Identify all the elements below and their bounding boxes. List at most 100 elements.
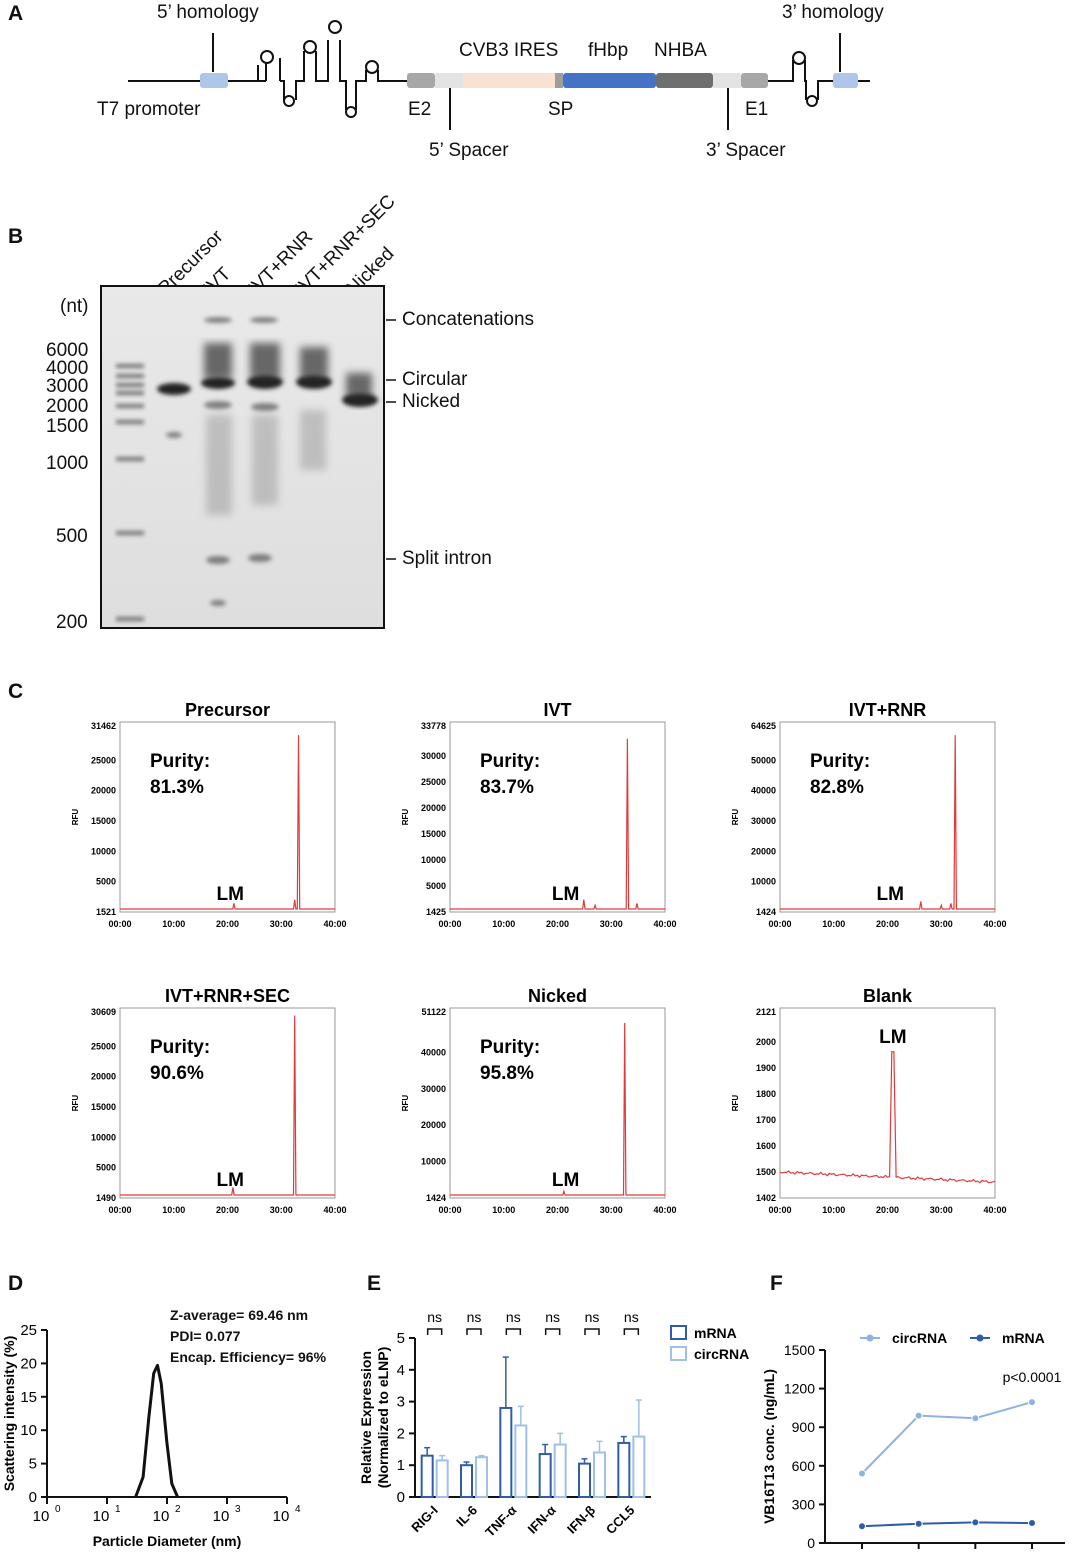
trace-line bbox=[120, 1015, 335, 1196]
y-tick-label: 30000 bbox=[751, 816, 776, 826]
legend-label: mRNA bbox=[694, 1325, 737, 1341]
panel-a-letter: A bbox=[8, 2, 24, 25]
legend-label: mRNA bbox=[1002, 1330, 1045, 1346]
y-tick-label: 1500 bbox=[756, 1167, 776, 1177]
trace-line bbox=[450, 1022, 665, 1196]
bar-mRNA bbox=[460, 1464, 473, 1498]
lm-label: LM bbox=[216, 1170, 243, 1191]
x-tick-label: 20:00 bbox=[216, 919, 239, 929]
y-tick-label: 1490 bbox=[96, 1193, 116, 1203]
sig-bracket bbox=[426, 1328, 443, 1335]
p-value-label: p<0.0001 bbox=[1003, 1369, 1062, 1385]
y-tick-label: 5 bbox=[29, 1456, 37, 1473]
bar-mRNA bbox=[617, 1441, 631, 1499]
y-tick-label: 25 bbox=[20, 1322, 37, 1339]
x-tick-label: 10 bbox=[153, 1508, 170, 1525]
x-tick-label: 10:00 bbox=[492, 919, 515, 929]
x-tick-label: CCL5 bbox=[603, 1503, 638, 1538]
point-mRNA bbox=[971, 1518, 980, 1527]
y-tick-label: 40000 bbox=[751, 786, 776, 796]
y-tick-label: 20000 bbox=[751, 846, 776, 856]
x-tick-label: TNF-α bbox=[482, 1503, 519, 1540]
y-tick-label: 3 bbox=[397, 1394, 405, 1411]
annotation-concatenations: Concatenations bbox=[402, 309, 535, 330]
y-tick-label: 1800 bbox=[756, 1089, 776, 1099]
panel-b-letter: B bbox=[8, 225, 24, 248]
sig-label: ns bbox=[427, 1309, 442, 1325]
y-tick-label: 50000 bbox=[751, 755, 776, 765]
plot-title: Blank bbox=[863, 986, 913, 1006]
y-tick-label: 10 bbox=[20, 1422, 37, 1439]
bar-circRNA bbox=[593, 1451, 606, 1498]
y-tick-label: 20000 bbox=[91, 1072, 116, 1082]
legend-marker bbox=[866, 1334, 874, 1342]
legend-swatch bbox=[670, 1325, 687, 1340]
bar-mRNA bbox=[499, 1406, 513, 1498]
label-5-homology: 5’ homology bbox=[157, 2, 259, 23]
purity-label: Purity: bbox=[150, 751, 210, 772]
y-tick-label: 30000 bbox=[421, 1084, 446, 1094]
label-3-homology: 3’ homology bbox=[782, 2, 884, 23]
sig-bracket bbox=[623, 1328, 640, 1335]
y-tick-label: 25000 bbox=[421, 777, 446, 787]
y-tick-label: 25000 bbox=[91, 1041, 116, 1051]
x-tick-label: 10:00 bbox=[162, 1205, 185, 1215]
y-axis-label-2: (Normalized to eLNP) bbox=[375, 1347, 391, 1489]
gel-unit: (nt) bbox=[60, 296, 89, 317]
y-axis-label: RFU bbox=[401, 1095, 410, 1112]
ladder-3000: 3000 bbox=[46, 376, 89, 397]
sig-bracket bbox=[584, 1328, 600, 1335]
lm-label: LM bbox=[552, 1170, 579, 1191]
plot-title: IVT+RNR+SEC bbox=[165, 986, 290, 1006]
y-tick-label: 0 bbox=[29, 1489, 37, 1506]
x-tick-label: 10:00 bbox=[822, 919, 845, 929]
ladder-6000: 6000 bbox=[46, 340, 89, 361]
y-tick-label: 10000 bbox=[751, 877, 776, 887]
sig-bracket bbox=[505, 1328, 522, 1335]
plot-title: Nicked bbox=[528, 986, 587, 1006]
construct-diagram bbox=[128, 20, 870, 130]
ladder-4000: 4000 bbox=[46, 358, 89, 379]
y-axis-label: RFU bbox=[731, 1095, 740, 1112]
5-spacer-block bbox=[435, 73, 463, 88]
y-tick-label: 2121 bbox=[756, 1007, 776, 1017]
x-tick-label: 20:00 bbox=[216, 1205, 239, 1215]
trace-line bbox=[780, 735, 995, 910]
y-tick-label: 15000 bbox=[421, 829, 446, 839]
bar-circRNA bbox=[475, 1456, 488, 1498]
x-tick-label: 40:00 bbox=[323, 919, 346, 929]
plot-frame bbox=[119, 1007, 336, 1199]
y-tick-label: 5000 bbox=[96, 877, 116, 887]
label-sp: SP bbox=[548, 99, 574, 120]
purity-label: Purity: bbox=[150, 1037, 210, 1058]
x-tick-label: 40:00 bbox=[323, 1205, 346, 1215]
x-tick-label: 30:00 bbox=[600, 1205, 623, 1215]
y-tick-label: 10000 bbox=[91, 846, 116, 856]
label-e1: E1 bbox=[745, 99, 769, 120]
y-tick-label: 1600 bbox=[756, 1141, 776, 1151]
y-tick-label: 20000 bbox=[421, 803, 446, 813]
y-tick-label: 1425 bbox=[426, 907, 446, 917]
electropherogram-0: Precursor 31462 25000 20000 15000 10000 5000 15… bbox=[71, 700, 347, 929]
dls-stat-pdi: PDI= 0.077 bbox=[170, 1328, 241, 1344]
y-tick-label: 600 bbox=[792, 1458, 816, 1474]
y-tick-label: 2 bbox=[397, 1425, 405, 1442]
panel-e-letter: E bbox=[367, 1272, 382, 1295]
ladder-1000: 1000 bbox=[46, 453, 89, 474]
x-tick-label: 20:00 bbox=[876, 1205, 899, 1215]
label-e2: E2 bbox=[408, 99, 432, 120]
y-tick-label: 900 bbox=[792, 1419, 816, 1435]
y-tick-label: 15000 bbox=[91, 816, 116, 826]
y-tick-label: 1700 bbox=[756, 1115, 776, 1125]
gel-image bbox=[100, 285, 385, 629]
lm-label: LM bbox=[879, 1027, 906, 1048]
dls-chart: 0 5 10 15 20 25 10 0 10 1 10 2 10 3 10 4 Particle Diamet… bbox=[1, 1322, 301, 1549]
label-ires: CVB3 IRES bbox=[459, 40, 559, 61]
x-tick-label: 20:00 bbox=[546, 919, 569, 929]
lm-label: LM bbox=[876, 884, 903, 905]
point-mRNA bbox=[858, 1522, 866, 1531]
y-tick-label: 40000 bbox=[421, 1047, 446, 1057]
x-tick-label: 40:00 bbox=[983, 919, 1006, 929]
annotation-split-intron: Split intron bbox=[402, 548, 492, 569]
gel-annotation-ticks bbox=[386, 319, 396, 560]
